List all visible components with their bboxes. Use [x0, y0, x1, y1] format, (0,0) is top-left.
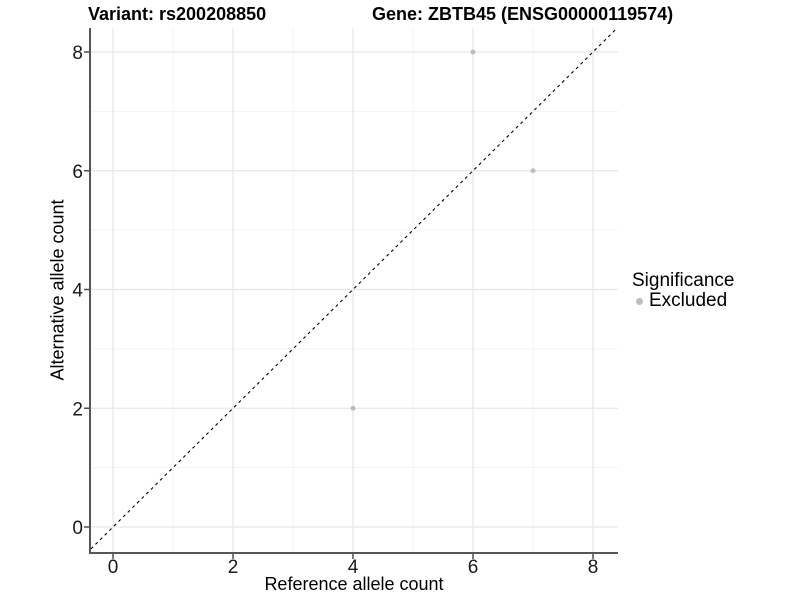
legend-point-icon: [635, 297, 643, 305]
plot-title-variant: Variant: rs200208850: [88, 4, 267, 24]
legend: Significance Excluded: [632, 271, 734, 311]
y-tick-label: 8: [72, 43, 83, 64]
data-point: [530, 168, 536, 174]
identity-reference-line: [90, 28, 618, 551]
x-axis-title: Reference allele count: [264, 574, 444, 594]
x-tick-label: 6: [468, 557, 479, 578]
y-axis-title: Alternative allele count: [47, 199, 68, 381]
data-point: [350, 405, 356, 411]
y-tick-label: 0: [72, 518, 83, 539]
data-point: [470, 49, 476, 55]
legend-title: Significance: [632, 270, 735, 291]
legend-item-excluded: Excluded: [632, 291, 734, 311]
plot-title-gene: Gene: ZBTB45 (ENSG00000119574): [372, 4, 674, 24]
legend-item-label: Excluded: [649, 290, 728, 311]
x-tick-label: 8: [588, 557, 599, 578]
legend-key: [632, 297, 646, 305]
x-tick-label: 0: [108, 557, 119, 578]
x-tick-label: 4: [348, 557, 359, 578]
x-tick-label: 2: [228, 557, 239, 578]
y-tick-label: 2: [72, 399, 83, 420]
y-tick-label: 6: [72, 162, 83, 183]
y-tick-label: 4: [72, 281, 83, 302]
